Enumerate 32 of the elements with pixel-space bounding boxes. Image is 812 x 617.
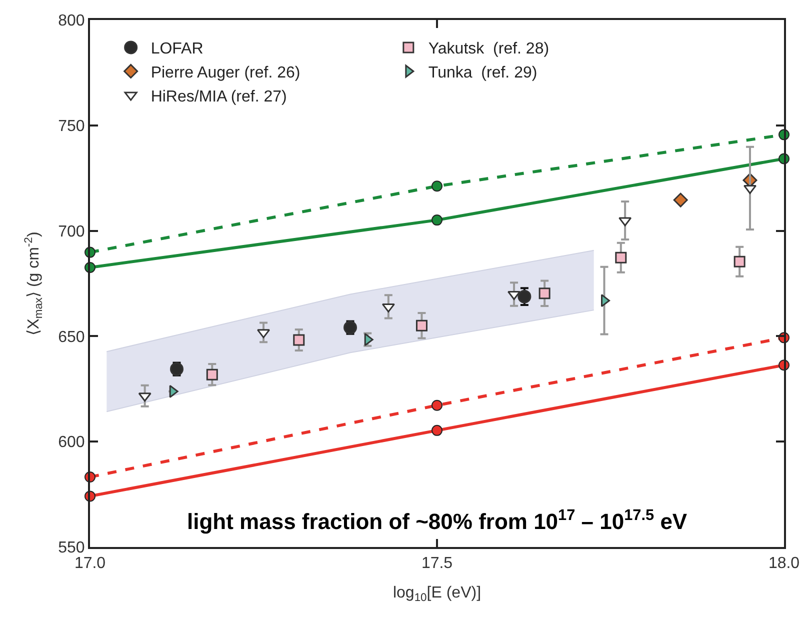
x-tick-label: 18.0 <box>768 555 800 572</box>
point <box>615 252 627 264</box>
point <box>432 400 442 411</box>
y-tick-label: 750 <box>58 118 85 135</box>
legend-label: Yakutsk (ref. 28) <box>428 40 550 58</box>
point <box>518 290 532 304</box>
point <box>734 256 746 268</box>
point <box>432 424 442 436</box>
point <box>618 217 632 226</box>
legend-label: Tunka (ref. 29) <box>428 64 538 82</box>
point <box>673 192 688 208</box>
x-tick-label: 17.0 <box>74 555 106 572</box>
y-tick-label: 600 <box>58 434 85 452</box>
point <box>538 288 550 300</box>
point <box>293 334 305 346</box>
y-tick-label: 650 <box>58 328 85 346</box>
point <box>206 368 218 380</box>
y-tick-label: 800 <box>58 12 85 30</box>
point <box>382 303 395 312</box>
y-tick-label: 550 <box>58 540 85 557</box>
point <box>432 180 442 192</box>
annotation: light mass fraction of ~80% from 10$^{17}$ – 10$^{17.5}$ eV <box>187 507 688 534</box>
legend-label: HiRes/MIA (ref. 27) <box>150 88 287 106</box>
point <box>138 392 152 402</box>
x-axis-title: log$_{10}$[E (eV)] <box>392 584 482 604</box>
x-tick-label: 17.5 <box>421 555 453 572</box>
legend-label: Pierre Auger (ref. 26) <box>150 64 300 82</box>
y-tick-label: 700 <box>58 223 85 240</box>
point <box>432 214 442 226</box>
legend-label: LOFAR <box>150 40 204 58</box>
point <box>169 384 178 398</box>
point <box>416 320 428 332</box>
